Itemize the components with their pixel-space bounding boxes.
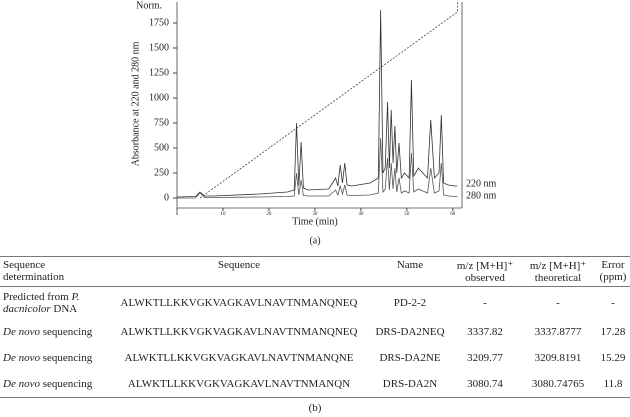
italic-text: De novo <box>3 352 40 364</box>
caption: (b) <box>308 402 322 414</box>
table-cell: DRS-DA2N <box>382 378 438 390</box>
table-cell: 17.28 <box>600 326 626 338</box>
header-row: Sequence determination Sequence Name m/z [M… <box>0 256 630 287</box>
x-tick-label: 40 <box>358 212 364 217</box>
table-cell: De novo sequencing <box>0 345 108 371</box>
x-axis-label: Time (min) <box>292 216 337 227</box>
series-label: 280 nm <box>466 190 497 201</box>
table-row: De novo sequencing ALWKTLLKKVGKVAGKAVLNAV… <box>0 319 630 345</box>
y-tick-label: 0 <box>164 192 169 203</box>
table-cell: - <box>483 297 487 309</box>
table-cell: ALWKTLLKKVGKVAGKAVLNAVTNMANQNE <box>124 352 354 364</box>
x-tick-label: 0 <box>176 212 179 217</box>
italic-text: De novo <box>3 378 40 390</box>
table-cell: DRS-DA2NE <box>379 352 441 364</box>
table-cell: - <box>556 297 560 309</box>
y-tick-label: 1750 <box>149 17 169 28</box>
table-cell: ALWKTLLKKVGKVAGKAVLNAVTNMANQNEQ <box>120 297 358 309</box>
table-row: De novo sequencing ALWKTLLKKVGKVAGKAVLNAV… <box>0 371 630 398</box>
x-tick-label: 60 <box>450 212 456 217</box>
y-tick-label: 1500 <box>149 42 169 53</box>
y-tick-label: 500 <box>154 142 169 153</box>
table-cell: De novo sequencing <box>0 371 108 398</box>
y-tick-label: 750 <box>154 117 169 128</box>
cell-text: sequencing <box>39 352 93 364</box>
x-tick-label: 20 <box>266 212 272 217</box>
italic-text: P. dacnicolor <box>3 291 80 315</box>
table-cell: De novo sequencing <box>0 319 108 345</box>
y-axis-label: Absorbance at 220 and 280 nm <box>130 41 141 166</box>
table-cell: 15.29 <box>600 352 626 364</box>
table-cell: ALWKTLLKKVGKVAGKAVLNAVTNMANQN <box>127 378 351 390</box>
table-cell: PD-2-2 <box>393 297 427 309</box>
cell-text: sequencing <box>39 378 93 390</box>
table-cell: DRS-DA2NEQ <box>375 326 445 338</box>
table-cell: Predicted from P. dacnicolor DNA <box>0 287 108 320</box>
table-cell: 3337.8777 <box>534 326 582 338</box>
cell-text: sequencing <box>39 326 93 338</box>
series-label: 220 nm <box>466 178 497 189</box>
table-cell: 3337.82 <box>467 326 503 338</box>
italic-text: De novo <box>3 326 40 338</box>
table-cell: - <box>611 297 615 309</box>
x-tick-label: 50 <box>404 212 410 217</box>
header-cell: m/z [M+H]⁺ theoretical <box>520 256 596 287</box>
table-row: De novo sequencing ALWKTLLKKVGKVAGKAVLNAV… <box>0 345 630 371</box>
cell-text: Predicted from <box>3 291 72 303</box>
gradient-line <box>199 2 458 199</box>
y-unit-label: Norm. <box>136 0 162 11</box>
table-cell: 3080.74765 <box>531 378 585 390</box>
x-tick-label: 30 <box>312 212 318 217</box>
table-cell: 3209.8191 <box>534 352 582 364</box>
table-cell: 11.8 <box>603 378 623 390</box>
x-tick-label: 10 <box>220 212 226 217</box>
table-cell: ALWKTLLKKVGKVAGKAVLNAVTNMANQNEQ <box>120 326 358 338</box>
table-cell: 3209.77 <box>467 352 503 364</box>
caption: (a) <box>309 235 320 246</box>
y-tick-label: 250 <box>154 167 169 178</box>
header-cell: m/z [M+H]⁺ observed <box>450 256 520 287</box>
chromatogram: Norm. Absorbance at 220 and 280 nm Time … <box>130 0 497 246</box>
header-cell: Sequence determination <box>0 256 108 287</box>
header-cell: Error (ppm) <box>596 256 630 287</box>
table-cell: 3080.74 <box>467 378 503 390</box>
header-cell: Name <box>370 256 450 287</box>
trace <box>177 137 458 199</box>
y-tick-label: 1250 <box>149 67 169 78</box>
cell-text: DNA <box>50 303 78 315</box>
table-row: Predicted from P. dacnicolor DNA ALWKTLLK… <box>0 287 630 320</box>
results-table: Sequence determination Sequence Name m/z [M… <box>0 256 630 398</box>
header-cell: Sequence <box>108 256 370 287</box>
trace <box>176 9 458 198</box>
y-tick-label: 1000 <box>149 92 169 103</box>
